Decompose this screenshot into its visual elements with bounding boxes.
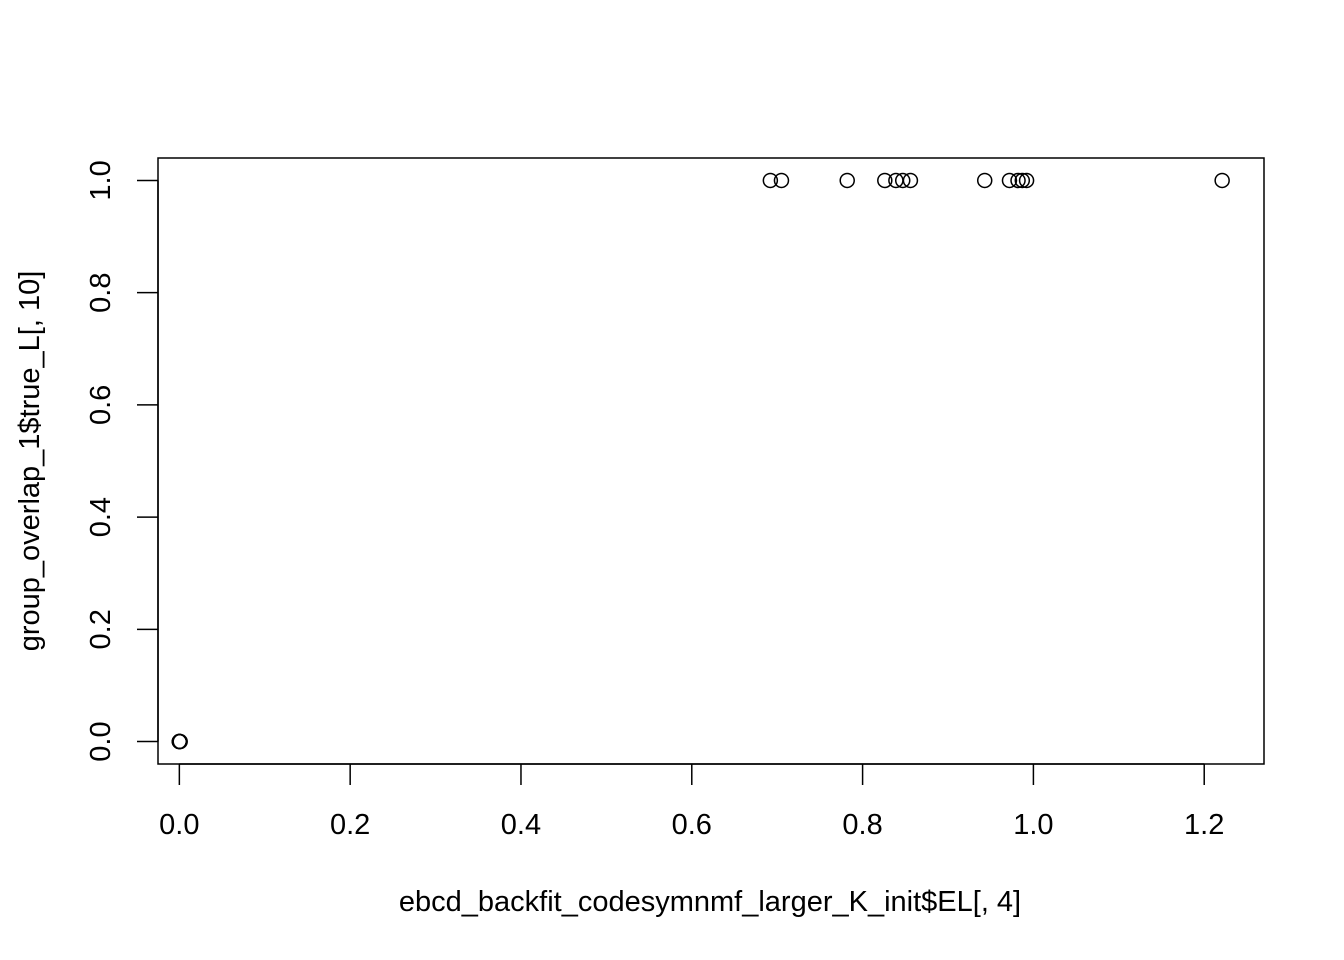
y-tick-label: 0.6 <box>85 385 117 425</box>
x-tick-label: 0.4 <box>501 809 541 841</box>
plot-frame <box>157 157 1265 765</box>
data-point <box>171 733 188 750</box>
data-point <box>1014 172 1031 189</box>
y-tick-label: 0.2 <box>85 609 117 649</box>
data-points <box>171 172 1230 750</box>
data-point <box>902 172 919 189</box>
data-point <box>1018 172 1035 189</box>
data-point <box>1001 172 1018 189</box>
y-axis-title: group_overlap_1$true_L[, 10] <box>14 271 46 652</box>
y-tick-label: 1.0 <box>85 160 117 200</box>
data-point <box>1214 172 1230 189</box>
y-tick-label: 0.8 <box>85 273 117 313</box>
data-point <box>839 172 855 189</box>
data-point <box>773 172 790 189</box>
x-axis-title: ebcd_backfit_codesymnmf_larger_K_init$EL… <box>399 886 1021 918</box>
x-tick-label: 0.6 <box>672 809 712 841</box>
x-tick-label: 1.0 <box>1013 809 1053 841</box>
x-tick-label: 0.0 <box>159 809 199 841</box>
data-point <box>762 172 779 189</box>
x-axis: 0.0 0.2 0.4 0.6 0.8 1.0 1.2 <box>159 763 1224 841</box>
data-point <box>894 172 911 189</box>
y-axis: 0.0 0.2 0.4 0.6 0.8 1.0 <box>85 160 159 762</box>
data-point <box>877 172 893 189</box>
data-point <box>1010 172 1026 189</box>
x-tick-label: 0.8 <box>842 809 882 841</box>
x-tick-label: 0.2 <box>330 809 370 841</box>
x-tick-label: 1.2 <box>1184 809 1224 841</box>
data-point <box>976 172 993 189</box>
y-tick-label: 0.4 <box>85 497 117 537</box>
y-tick-label: 0.0 <box>85 721 117 761</box>
